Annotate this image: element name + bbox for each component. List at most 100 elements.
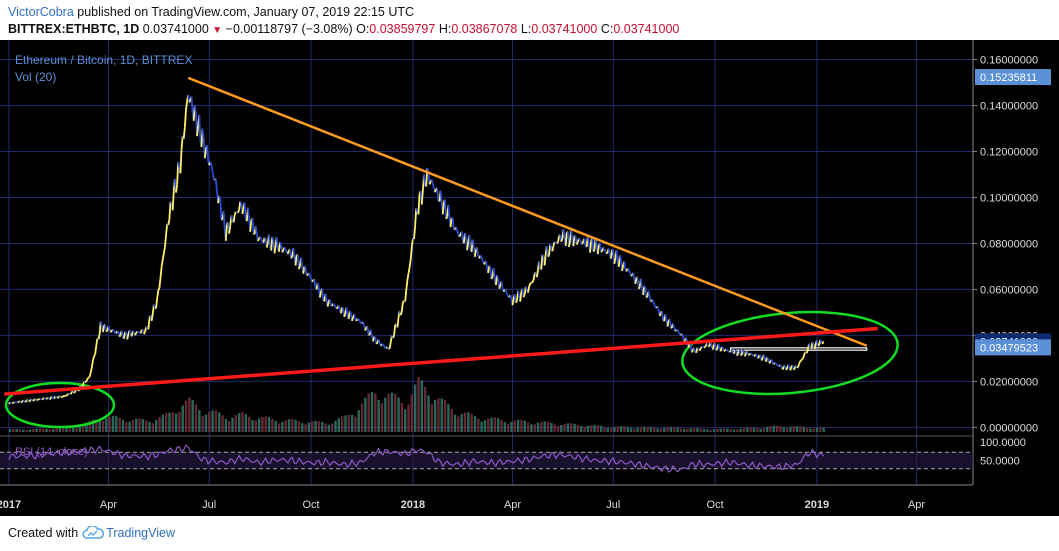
- volume-bar: [367, 393, 370, 432]
- price-segment: [409, 246, 413, 260]
- volume-bar: [191, 400, 194, 432]
- volume-bar: [48, 429, 52, 432]
- volume-bar: [580, 426, 583, 432]
- price-segment: [613, 257, 617, 264]
- price-segment: [573, 234, 577, 238]
- volume-bar: [716, 428, 719, 432]
- volume-bar: [420, 380, 424, 432]
- price-segment: [259, 236, 263, 240]
- price-segment: [345, 307, 349, 316]
- volume-bar: [497, 418, 500, 432]
- price-segment: [586, 236, 590, 243]
- volume-bar: [616, 426, 619, 432]
- price-segment: [358, 320, 362, 324]
- price-segment: [556, 241, 559, 245]
- price-segment: [738, 349, 742, 356]
- price-segment: [746, 351, 750, 356]
- volume-bar: [18, 429, 22, 432]
- price-segment: [257, 238, 260, 242]
- price-segment: [564, 232, 568, 246]
- volume-bar: [267, 417, 271, 432]
- last-price: 0.03741000: [142, 22, 209, 36]
- volume-bar: [746, 427, 749, 432]
- price-segment: [383, 345, 386, 349]
- author-link[interactable]: VictorCobra: [8, 5, 74, 19]
- volume-bar: [752, 427, 756, 432]
- price-segment: [382, 343, 385, 347]
- price-segment: [364, 326, 368, 331]
- price-segment: [744, 352, 747, 357]
- price-segment: [89, 366, 93, 373]
- price-segment: [137, 331, 141, 334]
- volume-bar: [503, 422, 507, 432]
- price-segment: [532, 273, 536, 281]
- price-segment: [799, 359, 803, 362]
- price-axis[interactable]: 0.16000000 0.14000000 0.12000000 0.10000000…: [973, 54, 1051, 468]
- price-segment: [268, 234, 271, 247]
- price-chart[interactable]: 0.16000000 0.14000000 0.12000000 0.10000000…: [0, 40, 1059, 516]
- time-axis[interactable]: 2017 Apr Jul Oct 2018 Apr Jul Oct 2019 Apr: [0, 499, 925, 511]
- volume-bar: [387, 393, 390, 432]
- price-segment: [198, 114, 202, 140]
- price-segment: [185, 101, 188, 111]
- price-segment: [750, 352, 753, 355]
- volume-bar: [251, 419, 254, 432]
- price-segment: [19, 400, 22, 403]
- price-segment: [66, 392, 70, 396]
- price-segment: [316, 282, 320, 289]
- legend-title: Ethereum / Bitcoin, 1D, BITTREX: [15, 53, 192, 67]
- volume-bar: [241, 412, 244, 432]
- price-segment: [445, 216, 448, 220]
- created-with: Created with: [8, 526, 79, 540]
- price-segment: [341, 306, 344, 309]
- price-segment: [165, 223, 169, 236]
- price-segment: [693, 347, 697, 353]
- price-segment: [410, 238, 414, 248]
- price-segment: [34, 398, 38, 401]
- price-segment: [458, 233, 462, 238]
- volume-bar: [659, 428, 663, 432]
- price-segment: [460, 231, 464, 241]
- volume-bar: [487, 418, 490, 432]
- price-tick-label: 0.02000000: [980, 376, 1038, 388]
- published-text: published on TradingView.com, January 07…: [77, 5, 415, 19]
- price-segment: [583, 238, 587, 247]
- price-segment: [607, 248, 611, 256]
- volume-bar: [65, 427, 68, 432]
- volume-bar: [473, 416, 477, 432]
- price-segment: [676, 329, 680, 333]
- price-segment: [304, 267, 308, 276]
- volume-bar: [673, 427, 676, 432]
- price-segment: [535, 269, 539, 278]
- price-segment: [498, 284, 502, 290]
- volume-bar: [344, 415, 347, 432]
- price-segment: [161, 253, 165, 260]
- price-segment: [726, 349, 730, 352]
- price-segment: [94, 345, 98, 355]
- price-badge-bg: [975, 69, 1051, 86]
- volume-bar: [692, 428, 696, 432]
- price-segment: [243, 202, 247, 220]
- price-segment: [116, 330, 120, 333]
- price-segment: [578, 237, 581, 241]
- price-segment: [157, 287, 161, 291]
- price-segment: [32, 398, 36, 402]
- volume-bar: [722, 428, 726, 432]
- price-segment: [196, 125, 200, 137]
- volume-bar: [330, 423, 334, 432]
- price-segment: [362, 321, 366, 327]
- rsi-band: [0, 452, 973, 469]
- volume-bar: [550, 422, 553, 432]
- price-segment: [102, 325, 105, 333]
- volume-bar: [649, 427, 653, 432]
- price-segment: [623, 261, 627, 270]
- volume-bar: [88, 420, 91, 432]
- volume-bar: [709, 429, 712, 432]
- price-segment: [611, 248, 615, 252]
- tradingview-brand[interactable]: TradingView: [82, 526, 175, 540]
- price-segment: [430, 179, 434, 184]
- volume-bar: [397, 397, 400, 432]
- volume-bar: [287, 419, 291, 432]
- price-segment: [214, 178, 218, 192]
- volume-bar: [676, 427, 679, 432]
